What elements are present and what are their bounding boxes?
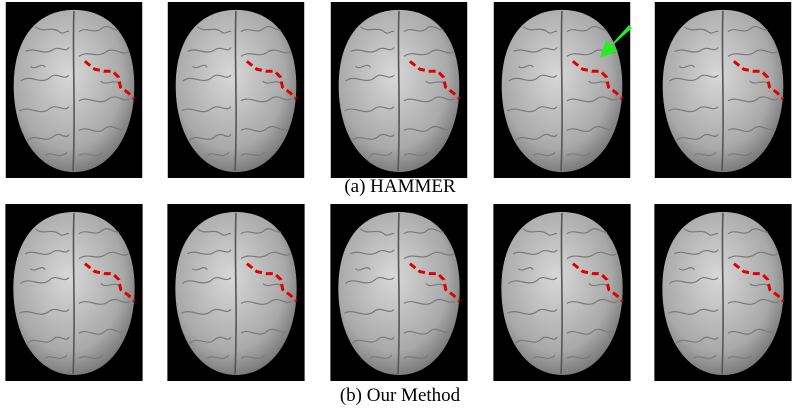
caption: (b) Our Method: [340, 385, 461, 406]
brain-image: [655, 2, 791, 178]
caption: (a) HAMMER: [344, 176, 456, 197]
brain-image: [6, 2, 142, 178]
brain-image: [494, 2, 630, 178]
brain-image: [167, 204, 304, 381]
brain-image: [168, 2, 304, 178]
brain-image: [331, 2, 467, 178]
brain-image: [654, 204, 791, 381]
brain-image: [5, 204, 142, 381]
figure: (a) HAMMER (b) Our Method: [0, 0, 795, 409]
brain-image: [493, 204, 630, 381]
page: (a) HAMMER (b) Our Method (() => { const…: [0, 0, 795, 409]
brain-image: [330, 204, 467, 381]
